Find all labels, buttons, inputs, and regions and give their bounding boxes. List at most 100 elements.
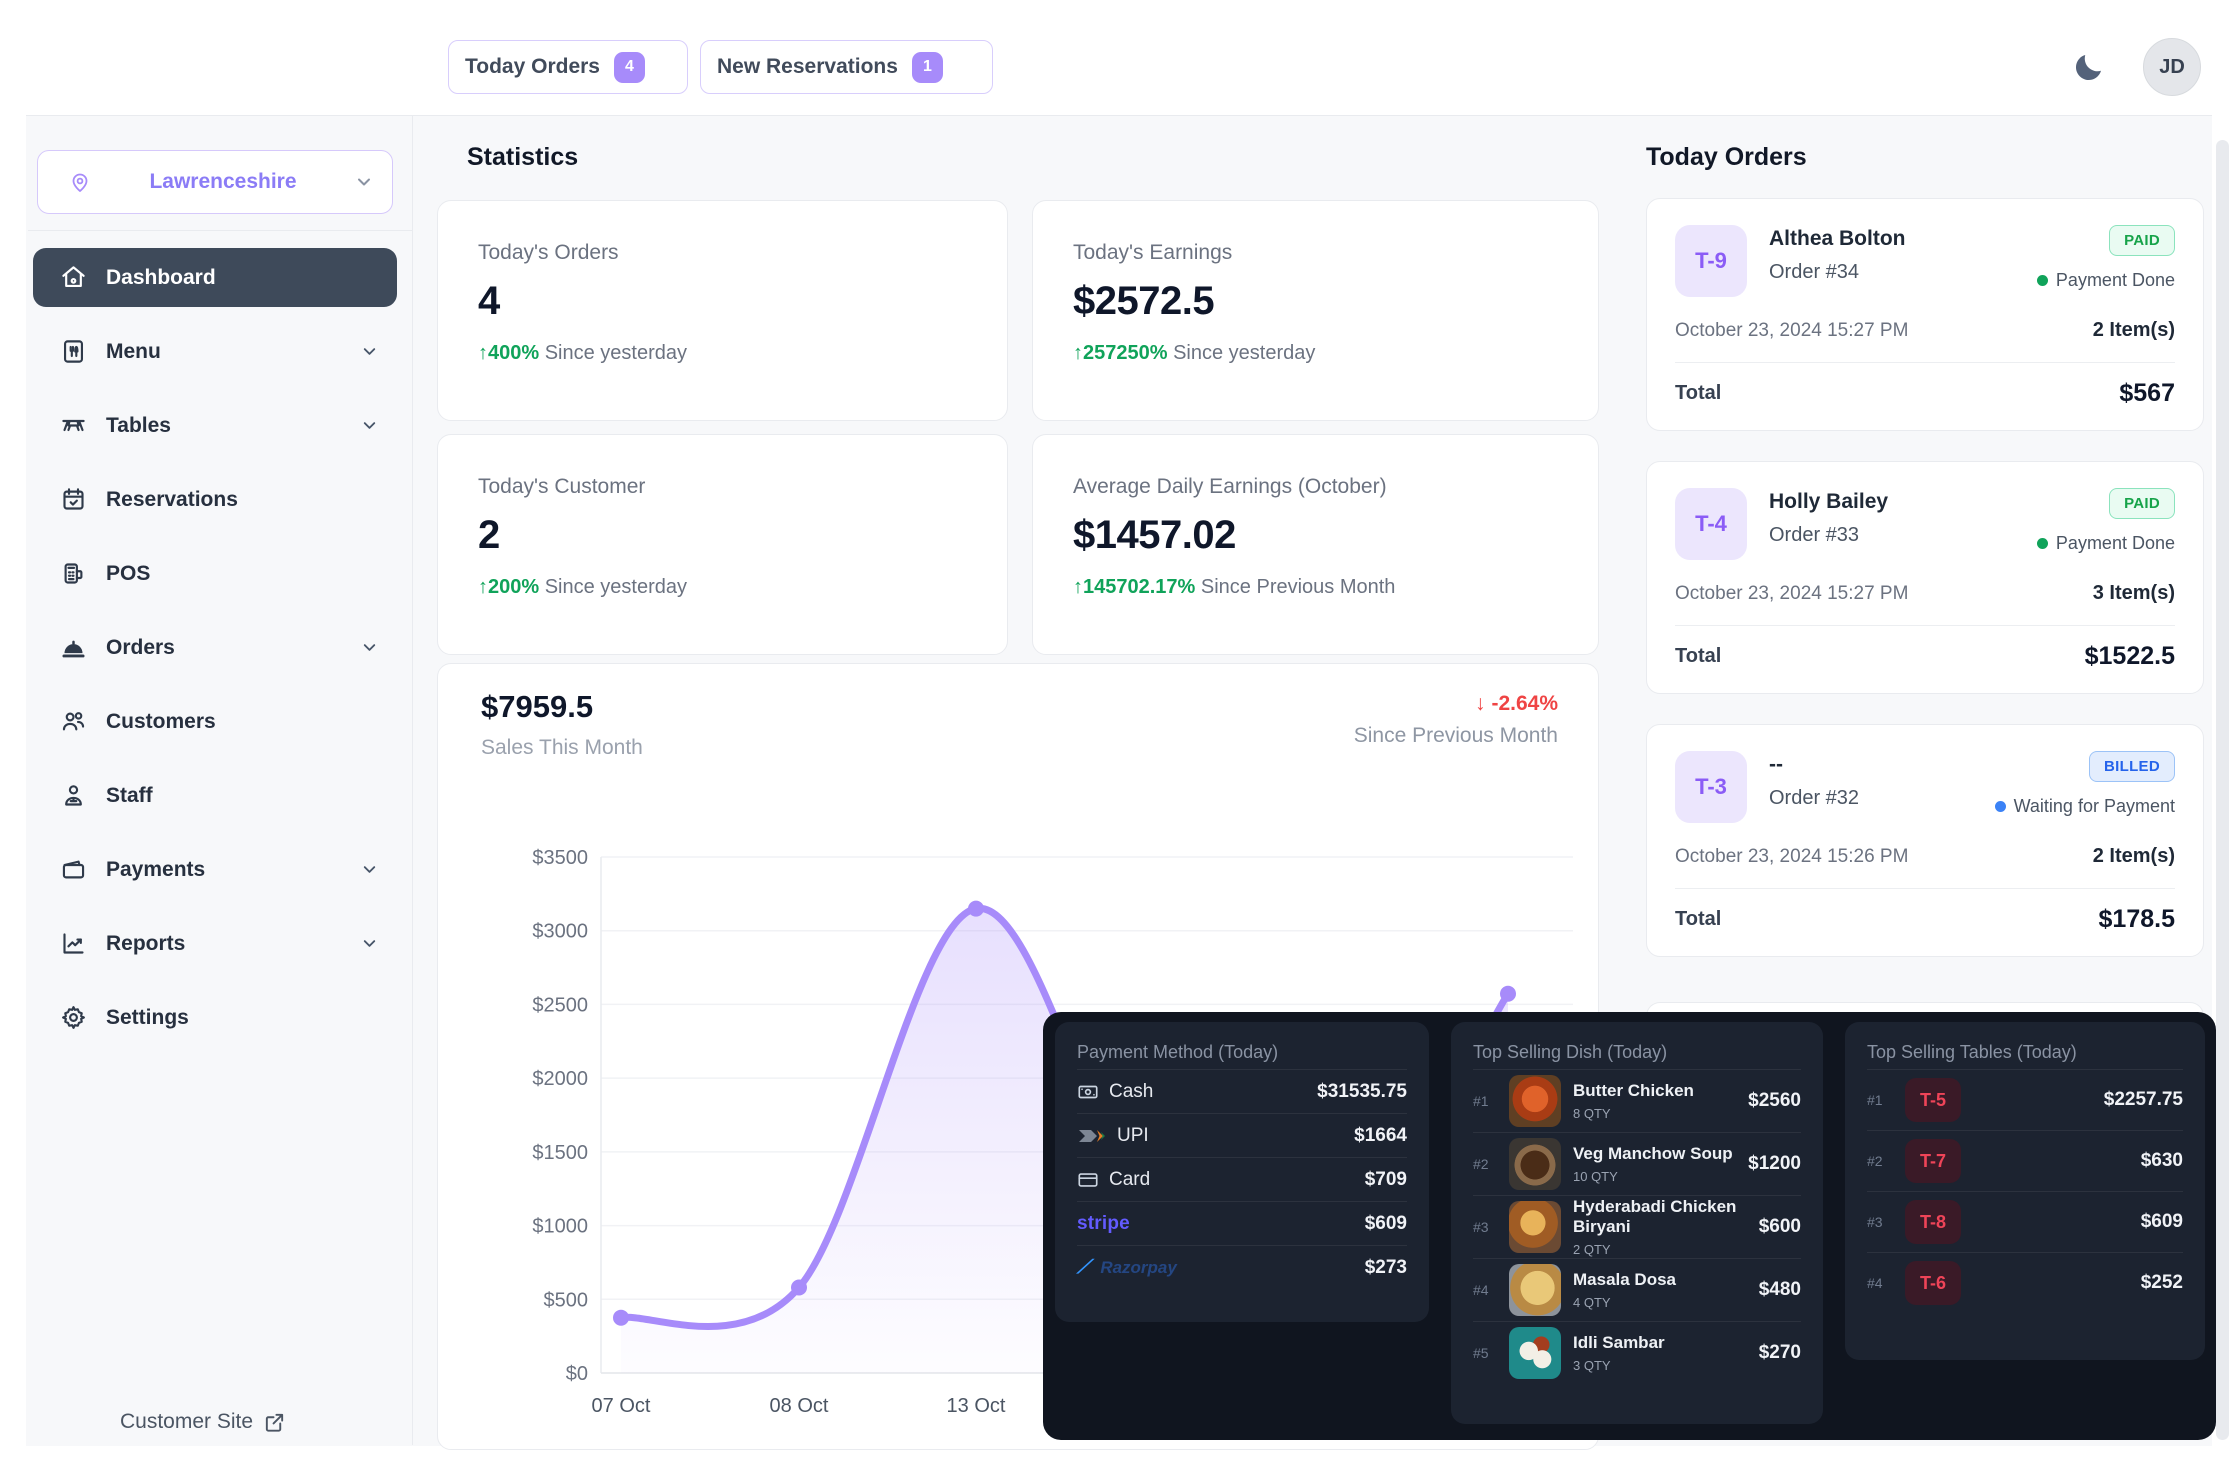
chevron-down-icon — [358, 178, 370, 186]
table-number-badge: T-8 — [1905, 1200, 1961, 1244]
sidebar-item-reports[interactable]: Reports — [33, 914, 397, 973]
top-selling-tables-panel: Top Selling Tables (Today) #1 T-5 $2257.… — [1845, 1022, 2205, 1360]
pos-terminal-icon — [64, 563, 83, 584]
chevron-down-icon — [363, 644, 376, 651]
dish-row: #2 Veg Manchow Soup 10 QTY $1200 — [1473, 1132, 1801, 1195]
order-card[interactable]: T-3 -- Order #32 BILLED Waiting for Paym… — [1646, 724, 2204, 957]
svg-text:$500: $500 — [544, 1289, 589, 1311]
sidebar-item-reservations[interactable]: Reservations — [33, 470, 397, 529]
home-icon — [62, 266, 85, 288]
sidebar-item-label: Tables — [106, 413, 171, 437]
table-number-badge: T-6 — [1905, 1261, 1961, 1305]
gear-icon — [62, 1006, 85, 1029]
insights-overlay: Payment Method (Today) Cash $31535.75 UP… — [1043, 1012, 2216, 1440]
chevron-down-icon — [363, 940, 376, 947]
sidebar-item-customers[interactable]: Customers — [33, 692, 397, 751]
order-items-count: 2 Item(s) — [2092, 319, 2175, 341]
sidebar-item-payments[interactable]: Payments — [33, 840, 397, 899]
table-rank: #3 — [1867, 1214, 1883, 1230]
sidebar-item-menu[interactable]: Menu — [33, 322, 397, 381]
new-reservations-button[interactable]: New Reservations 1 — [700, 40, 993, 94]
status-badge: BILLED — [2089, 751, 2175, 782]
payment-amount: $1664 — [1354, 1124, 1407, 1146]
sidebar-item-dashboard[interactable]: Dashboard — [33, 248, 397, 307]
total-amount: $1522.5 — [2084, 642, 2175, 670]
order-card[interactable]: T-4 Holly Bailey Order #33 PAID Payment … — [1646, 461, 2204, 694]
table-rank: #2 — [1867, 1153, 1883, 1169]
sales-month-label: Sales This Month — [481, 736, 643, 759]
customer-site-label: Customer Site — [120, 1410, 254, 1433]
cash-icon — [1078, 1085, 1098, 1098]
sidebar-divider — [412, 115, 413, 1445]
table-amount: $609 — [2140, 1211, 2183, 1232]
sales-change-value: -2.64% — [1491, 692, 1558, 715]
dish-amount: $600 — [1758, 1216, 1801, 1237]
dish-amount: $480 — [1758, 1279, 1801, 1300]
total-label: Total — [1675, 382, 1722, 404]
payment-method-title: Payment Method (Today) — [1077, 1042, 1279, 1062]
chevron-down-icon — [363, 866, 376, 873]
sidebar-item-label: Staff — [106, 783, 153, 807]
payment-amount: $709 — [1364, 1168, 1407, 1190]
sidebar-item-label: Settings — [106, 1005, 189, 1029]
stat-value: 2 — [478, 513, 500, 557]
table-row: #4 T-6 $252 — [1867, 1252, 2183, 1313]
order-items-count: 2 Item(s) — [2092, 845, 2175, 867]
sidebar-item-orders[interactable]: Orders — [33, 618, 397, 677]
payment-status-note: Payment Done — [2036, 533, 2175, 554]
payment-row-card: Card $709 — [1077, 1157, 1407, 1201]
vertical-scrollbar[interactable] — [2216, 140, 2229, 1440]
sidebar-item-pos[interactable]: POS — [33, 544, 397, 603]
location-select[interactable]: Lawrenceshire — [37, 150, 393, 214]
stat-delta: ↑200% Since yesterday — [478, 576, 688, 598]
order-items-count: 3 Item(s) — [2092, 582, 2175, 604]
status-dot — [2036, 538, 2048, 549]
customer-site-link[interactable]: Customer Site — [120, 1410, 286, 1434]
svg-text:$3500: $3500 — [532, 847, 588, 869]
stat-label: Today's Customer — [478, 475, 646, 498]
sidebar-item-staff[interactable]: Staff — [33, 766, 397, 825]
new-reservations-count-badge: 1 — [911, 51, 943, 83]
stat-card-todays-orders: Today's Orders 4 ↑400% Since yesterday — [437, 200, 1008, 421]
dish-row: #3 Hyderabadi Chicken Biryani 2 QTY $600 — [1473, 1195, 1801, 1258]
dish-photo-biryani — [1509, 1201, 1561, 1253]
today-orders-list: T-9 Althea Bolton Order #34 PAID Payment… — [1646, 198, 2204, 987]
upi-logo-icon — [1079, 1129, 1105, 1142]
sidebar-item-settings[interactable]: Settings — [33, 988, 397, 1047]
payment-row-razorpay: ⟋ Razorpay $273 — [1077, 1245, 1407, 1289]
top-selling-dish-title: Top Selling Dish (Today) — [1473, 1042, 1668, 1062]
user-avatar[interactable]: JD — [2143, 38, 2201, 96]
report-chart-icon — [63, 933, 84, 954]
dark-mode-toggle[interactable] — [2068, 46, 2110, 88]
customer-name: -- — [1769, 753, 1783, 776]
dish-row: #4 Masala Dosa 4 QTY $480 — [1473, 1258, 1801, 1321]
stat-value: $1457.02 — [1073, 513, 1236, 557]
down-arrow-icon: ↓ — [1474, 692, 1486, 715]
location-label: Lawrenceshire — [149, 170, 297, 193]
stat-card-todays-customer: Today's Customer 2 ↑200% Since yesterday — [437, 434, 1008, 655]
table-amount: $630 — [2140, 1150, 2183, 1171]
stat-value: 4 — [478, 279, 500, 323]
moon-icon — [2075, 55, 2101, 81]
table-number-badge: T-7 — [1905, 1139, 1961, 1183]
avatar-initials: JD — [2159, 55, 2185, 78]
order-date: October 23, 2024 15:26 PM — [1675, 845, 1909, 867]
stat-label: Average Daily Earnings (October) — [1073, 475, 1387, 498]
sidebar-item-label: POS — [106, 561, 151, 585]
credit-card-icon — [1078, 1172, 1098, 1187]
stripe-logo: stripe — [1077, 1212, 1130, 1234]
dish-name: Veg Manchow Soup — [1573, 1144, 1733, 1164]
dish-rank: #2 — [1473, 1156, 1489, 1172]
today-orders-button[interactable]: Today Orders 4 — [448, 40, 688, 94]
table-icon — [62, 419, 85, 432]
customer-name: Althea Bolton — [1769, 227, 1906, 250]
stat-delta: ↑145702.17% Since Previous Month — [1073, 576, 1396, 598]
order-card[interactable]: T-9 Althea Bolton Order #34 PAID Payment… — [1646, 198, 2204, 431]
total-label: Total — [1675, 645, 1722, 667]
top-selling-tables-title: Top Selling Tables (Today) — [1867, 1042, 2077, 1062]
sidebar-item-tables[interactable]: Tables — [33, 396, 397, 455]
today-orders-count-badge: 4 — [613, 51, 645, 83]
stat-delta: ↑400% Since yesterday — [478, 342, 688, 364]
order-number: Order #34 — [1769, 261, 1860, 283]
